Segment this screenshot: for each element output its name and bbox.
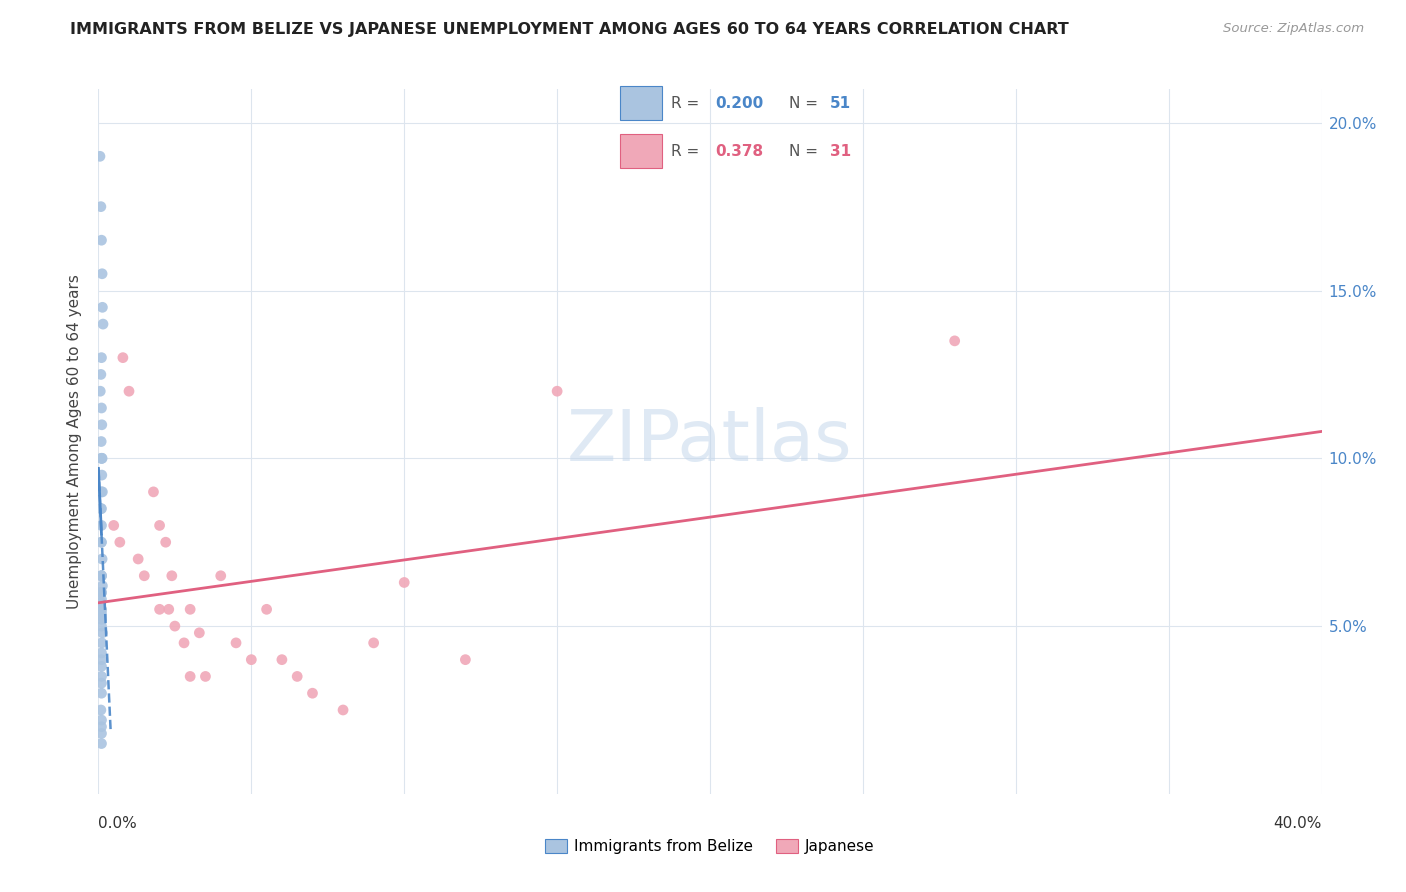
Point (91, 579, 114, 593)
Point (90, 233, 112, 247)
Point (90, 669, 112, 683)
Text: R =: R = (671, 95, 704, 111)
Point (90, 612, 112, 626)
Point (454, 653, 477, 667)
Point (256, 602, 278, 616)
Text: Source: ZipAtlas.com: Source: ZipAtlas.com (1223, 22, 1364, 36)
Point (301, 686, 323, 700)
Point (89, 384, 111, 399)
Point (91, 625, 114, 640)
Point (546, 384, 568, 399)
Point (91, 267, 114, 281)
Text: N =: N = (789, 95, 823, 111)
Point (90, 434, 112, 449)
Point (157, 602, 180, 616)
Point (91, 552, 114, 566)
Point (285, 669, 308, 683)
Point (155, 535, 177, 549)
Point (103, 518, 125, 533)
Point (209, 568, 232, 582)
Point (90, 568, 112, 582)
Point (90, 653, 112, 667)
Point (90, 535, 112, 549)
Point (90, 468, 112, 483)
Point (90, 619, 112, 633)
Text: 40.0%: 40.0% (1274, 816, 1322, 831)
Point (90, 568, 112, 582)
Point (90, 484, 112, 499)
Point (90, 351, 112, 365)
Point (91, 451, 114, 466)
Text: 31: 31 (830, 144, 851, 159)
Text: 51: 51 (830, 95, 851, 111)
Point (108, 535, 131, 549)
Point (90, 518, 112, 533)
Point (149, 518, 172, 533)
Point (194, 669, 217, 683)
Point (173, 636, 195, 650)
Point (90, 568, 112, 582)
Point (240, 653, 263, 667)
Point (90, 676, 112, 690)
Y-axis label: Unemployment Among Ages 60 to 64 years: Unemployment Among Ages 60 to 64 years (67, 274, 83, 609)
Point (90, 602, 112, 616)
Point (90, 609, 112, 624)
Point (127, 552, 149, 566)
Point (91, 317, 114, 331)
Text: N =: N = (789, 144, 823, 159)
Bar (620, 135, 662, 168)
Point (90, 659, 112, 673)
Point (90, 636, 112, 650)
Point (90, 585, 112, 599)
Point (90, 720, 112, 734)
Point (90, 535, 112, 549)
Point (90, 726, 112, 740)
Point (270, 653, 292, 667)
Point (179, 602, 201, 616)
Point (91, 301, 114, 315)
Point (90, 501, 112, 516)
Text: R =: R = (671, 144, 704, 159)
Point (943, 334, 966, 348)
Point (90, 451, 112, 466)
Text: IMMIGRANTS FROM BELIZE VS JAPANESE UNEMPLOYMENT AMONG AGES 60 TO 64 YEARS CORREL: IMMIGRANTS FROM BELIZE VS JAPANESE UNEMP… (70, 22, 1069, 37)
Point (90, 737, 112, 751)
Text: 0.378: 0.378 (716, 144, 763, 159)
Point (134, 568, 156, 582)
Point (90, 401, 112, 415)
Point (160, 568, 183, 582)
Point (163, 619, 186, 633)
Point (90, 368, 112, 382)
Point (118, 384, 141, 399)
Point (90, 602, 112, 616)
Point (90, 501, 112, 516)
Point (111, 351, 134, 365)
Point (90, 606, 112, 620)
Point (142, 484, 165, 499)
Bar (620, 87, 662, 120)
Point (90, 686, 112, 700)
Point (188, 625, 211, 640)
Point (149, 602, 172, 616)
Point (90, 713, 112, 727)
Point (89, 149, 111, 163)
Point (225, 636, 247, 650)
Point (90, 200, 112, 214)
Text: 0.0%: 0.0% (98, 816, 138, 831)
Text: 0.200: 0.200 (716, 95, 763, 111)
Point (90, 596, 112, 610)
Text: ZIPatlas: ZIPatlas (567, 407, 853, 476)
Point (90, 646, 112, 660)
Point (90, 592, 112, 607)
Point (91, 484, 114, 499)
Point (392, 575, 416, 590)
Point (90, 585, 112, 599)
Point (90, 451, 112, 466)
Point (332, 703, 354, 717)
Point (90, 417, 112, 432)
Point (363, 636, 385, 650)
Point (179, 669, 201, 683)
Legend: Immigrants from Belize, Japanese: Immigrants from Belize, Japanese (538, 832, 882, 860)
Point (90, 703, 112, 717)
